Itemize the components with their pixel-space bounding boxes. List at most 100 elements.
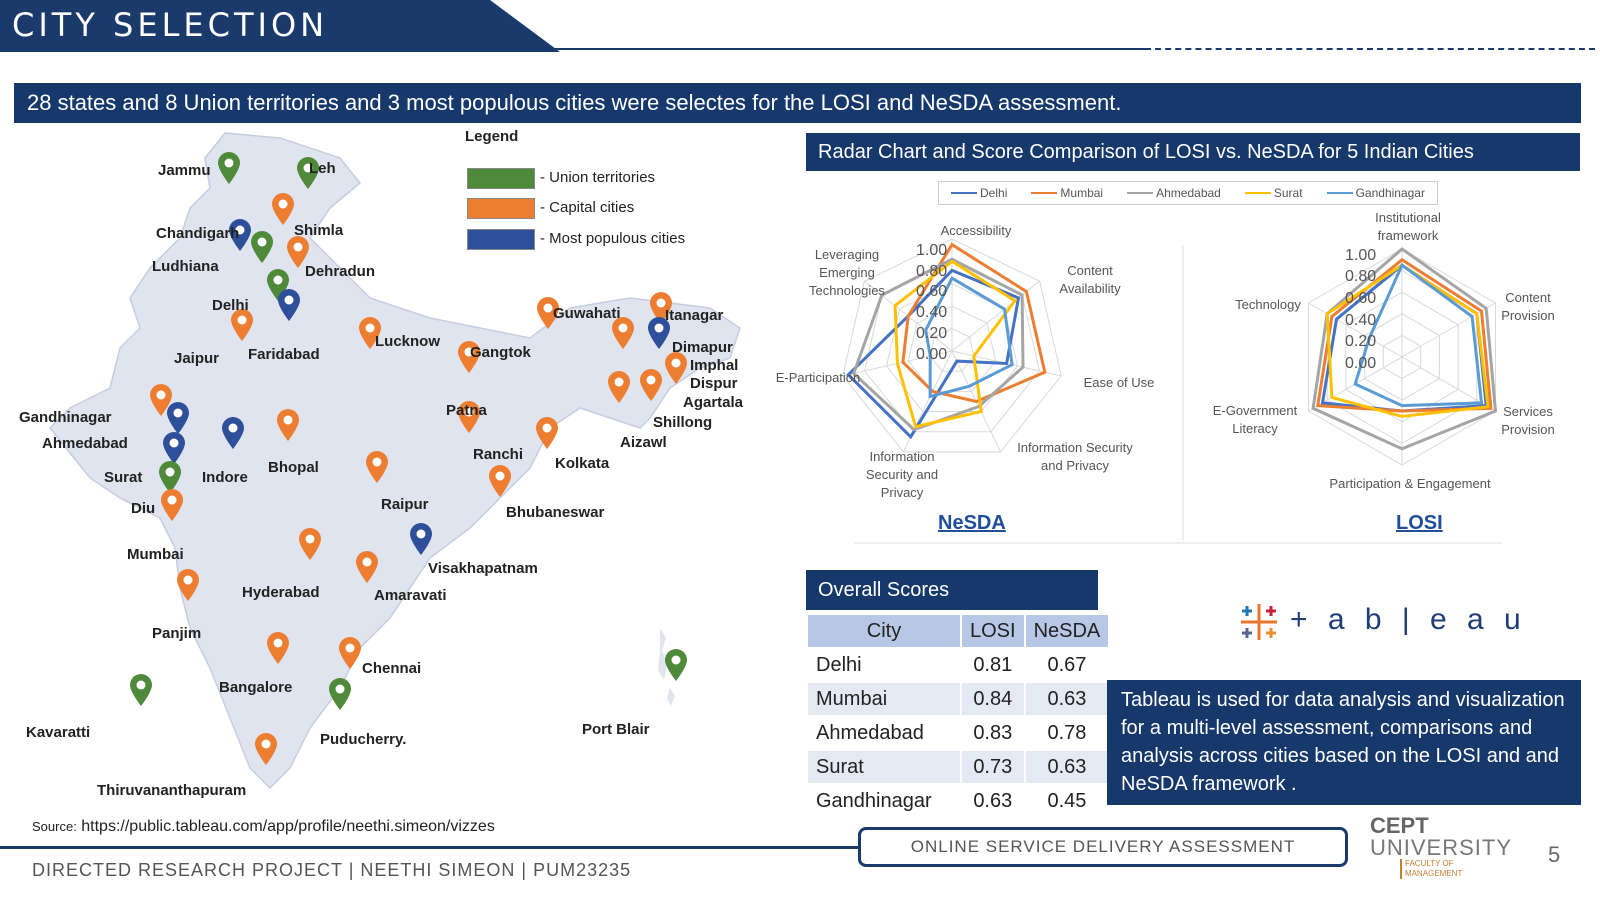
nesda-chart-title: NeSDA [938,512,1006,534]
city-label: Delhi [212,297,249,314]
losi-tick-label: 0.80 [1345,268,1377,285]
legend-label: Delhi [980,186,1008,200]
india-map [10,128,780,818]
source-citation: Source: https://public.tableau.com/app/p… [32,818,495,836]
radar-series-surat [1325,263,1490,418]
city-label: Bhubaneswar [506,504,605,521]
map-pin-icon [272,193,294,225]
map-pin-icon [640,369,662,401]
legend-label: Gandhinagar [1355,186,1425,200]
tableau-description: Tableau is used for data analysis and vi… [1107,680,1581,805]
map-pin-icon [458,341,480,373]
city-label: Panjim [152,625,202,642]
map-pin-icon [537,297,559,329]
footer-credits: DIRECTED RESEARCH PROJECT | NEETHI SIMEO… [32,860,632,880]
city-label: Guwahati [553,305,621,322]
logo-line-2: UNIVERSITY [1370,835,1513,860]
losi-axis-label: E-Government Literacy [1212,403,1298,436]
nesda-cell: 0.63 [1025,751,1109,783]
footer-line [0,846,860,849]
radar-spoke [1308,302,1403,358]
losi-chart-title: LOSI [1396,512,1443,534]
overall-scores-header: Overall Scores [806,570,1098,610]
map-pin-icon [665,649,687,681]
radar-series-gandhinagar [1353,262,1484,408]
column-header: City [808,615,960,647]
table-row: Delhi 0.81 0.67 [808,649,1109,681]
city-label: Puducherry. [320,731,407,748]
tableau-wordmark: + a b | e a u [1290,603,1527,636]
map-pin-icon [251,231,273,263]
losi-radar-series [1311,247,1498,451]
nesda-axis-label: Content Availability [1059,263,1121,296]
losi-axis-label: Content Provision [1501,290,1555,323]
map-pin-icon [229,219,251,251]
map-pin-icon [222,417,244,449]
map-pin-icon [130,674,152,706]
table-row: Gandhinagar 0.63 0.45 [808,785,1109,817]
radar-gridline [842,238,1062,453]
map-pin-icon [231,309,253,341]
page-title: CITY SELECTION [12,6,329,44]
map-pins [0,0,800,820]
map-pin-icon [167,402,189,434]
city-label: Surat [104,469,143,486]
city-label: Thiruvananthapuram [97,782,247,799]
map-pin-icon [150,384,172,416]
city-label: Gangtok [470,344,531,361]
nesda-axis-label: Accessibility [940,223,1012,238]
nesda-radar-series [846,242,1047,440]
losi-tick-label: 0.40 [1345,312,1377,329]
nesda-cell: 0.78 [1025,717,1109,749]
map-pin-icon [650,292,672,324]
city-label: Chennai [362,660,422,677]
intro-banner: 28 states and 8 Union territories and 3 … [14,83,1581,123]
city-label: Diu [131,500,156,517]
map-pin-icon [536,417,558,449]
legend-line-icon [951,192,978,194]
city-label: Jaipur [174,350,220,367]
map-pin-icon [608,371,630,403]
city-label: Ranchi [473,446,524,463]
city-label: Shillong [653,414,713,431]
city-label: Bangalore [219,679,293,696]
nesda-cell: 0.45 [1025,785,1109,817]
title-bar [0,0,560,52]
legend-line-icon [1244,192,1271,194]
radar-series-gandhinagar [924,276,1014,399]
table-row: Mumbai 0.84 0.63 [808,683,1109,715]
legend-item-ahmedabad: Ahmedabad [1127,186,1221,200]
city-label: Faridabad [248,346,320,363]
nesda-tick-label: 0.00 [916,346,948,363]
legend-line-icon [1326,192,1353,194]
city-label: Raipur [381,496,429,513]
city-label: Shimla [294,222,344,239]
legend-line-icon [1127,192,1154,194]
losi-tick-label: 0.00 [1345,355,1377,372]
legend-label-union-territories: - Union territories [540,169,656,186]
city-cell: Delhi [808,649,960,681]
city-label: Indore [202,469,248,486]
city-label: Dimapur [672,339,733,356]
legend-item-surat: Surat [1244,186,1303,200]
city-label: Dispur [690,375,738,392]
legend-label-capital-cities: - Capital cities [540,199,635,216]
city-label: Port Blair [582,721,650,738]
legend-item-mumbai: Mumbai [1031,186,1103,200]
title-dashed-line [1145,48,1595,50]
radar-series-legend: Delhi Mumbai Ahmedabad Surat Gandhinagar [938,181,1438,205]
legend-swatch-capital-cities [467,198,535,219]
map-pin-icon [489,465,511,497]
radar-series-mumbai [1316,257,1493,413]
radar-series-ahmedabad [1311,247,1498,451]
nesda-tick-label: 1.00 [916,242,948,259]
footer-topic-box: ONLINE SERVICE DELIVERY ASSESSMENT [858,827,1348,867]
losi-axis-label: Technology [1235,297,1301,312]
source-link[interactable]: https://public.tableau.com/app/profile/n… [81,818,495,835]
table-row: Surat 0.73 0.63 [808,751,1109,783]
city-label: Dehradun [305,263,376,280]
losi-tick-label: 0.60 [1345,290,1377,307]
city-label: Kavaratti [26,724,91,741]
cept-university-logo: CEPT UNIVERSITY FACULTY OF MANAGEMENT [1370,815,1512,879]
losi-tick-label: 1.00 [1345,247,1377,264]
